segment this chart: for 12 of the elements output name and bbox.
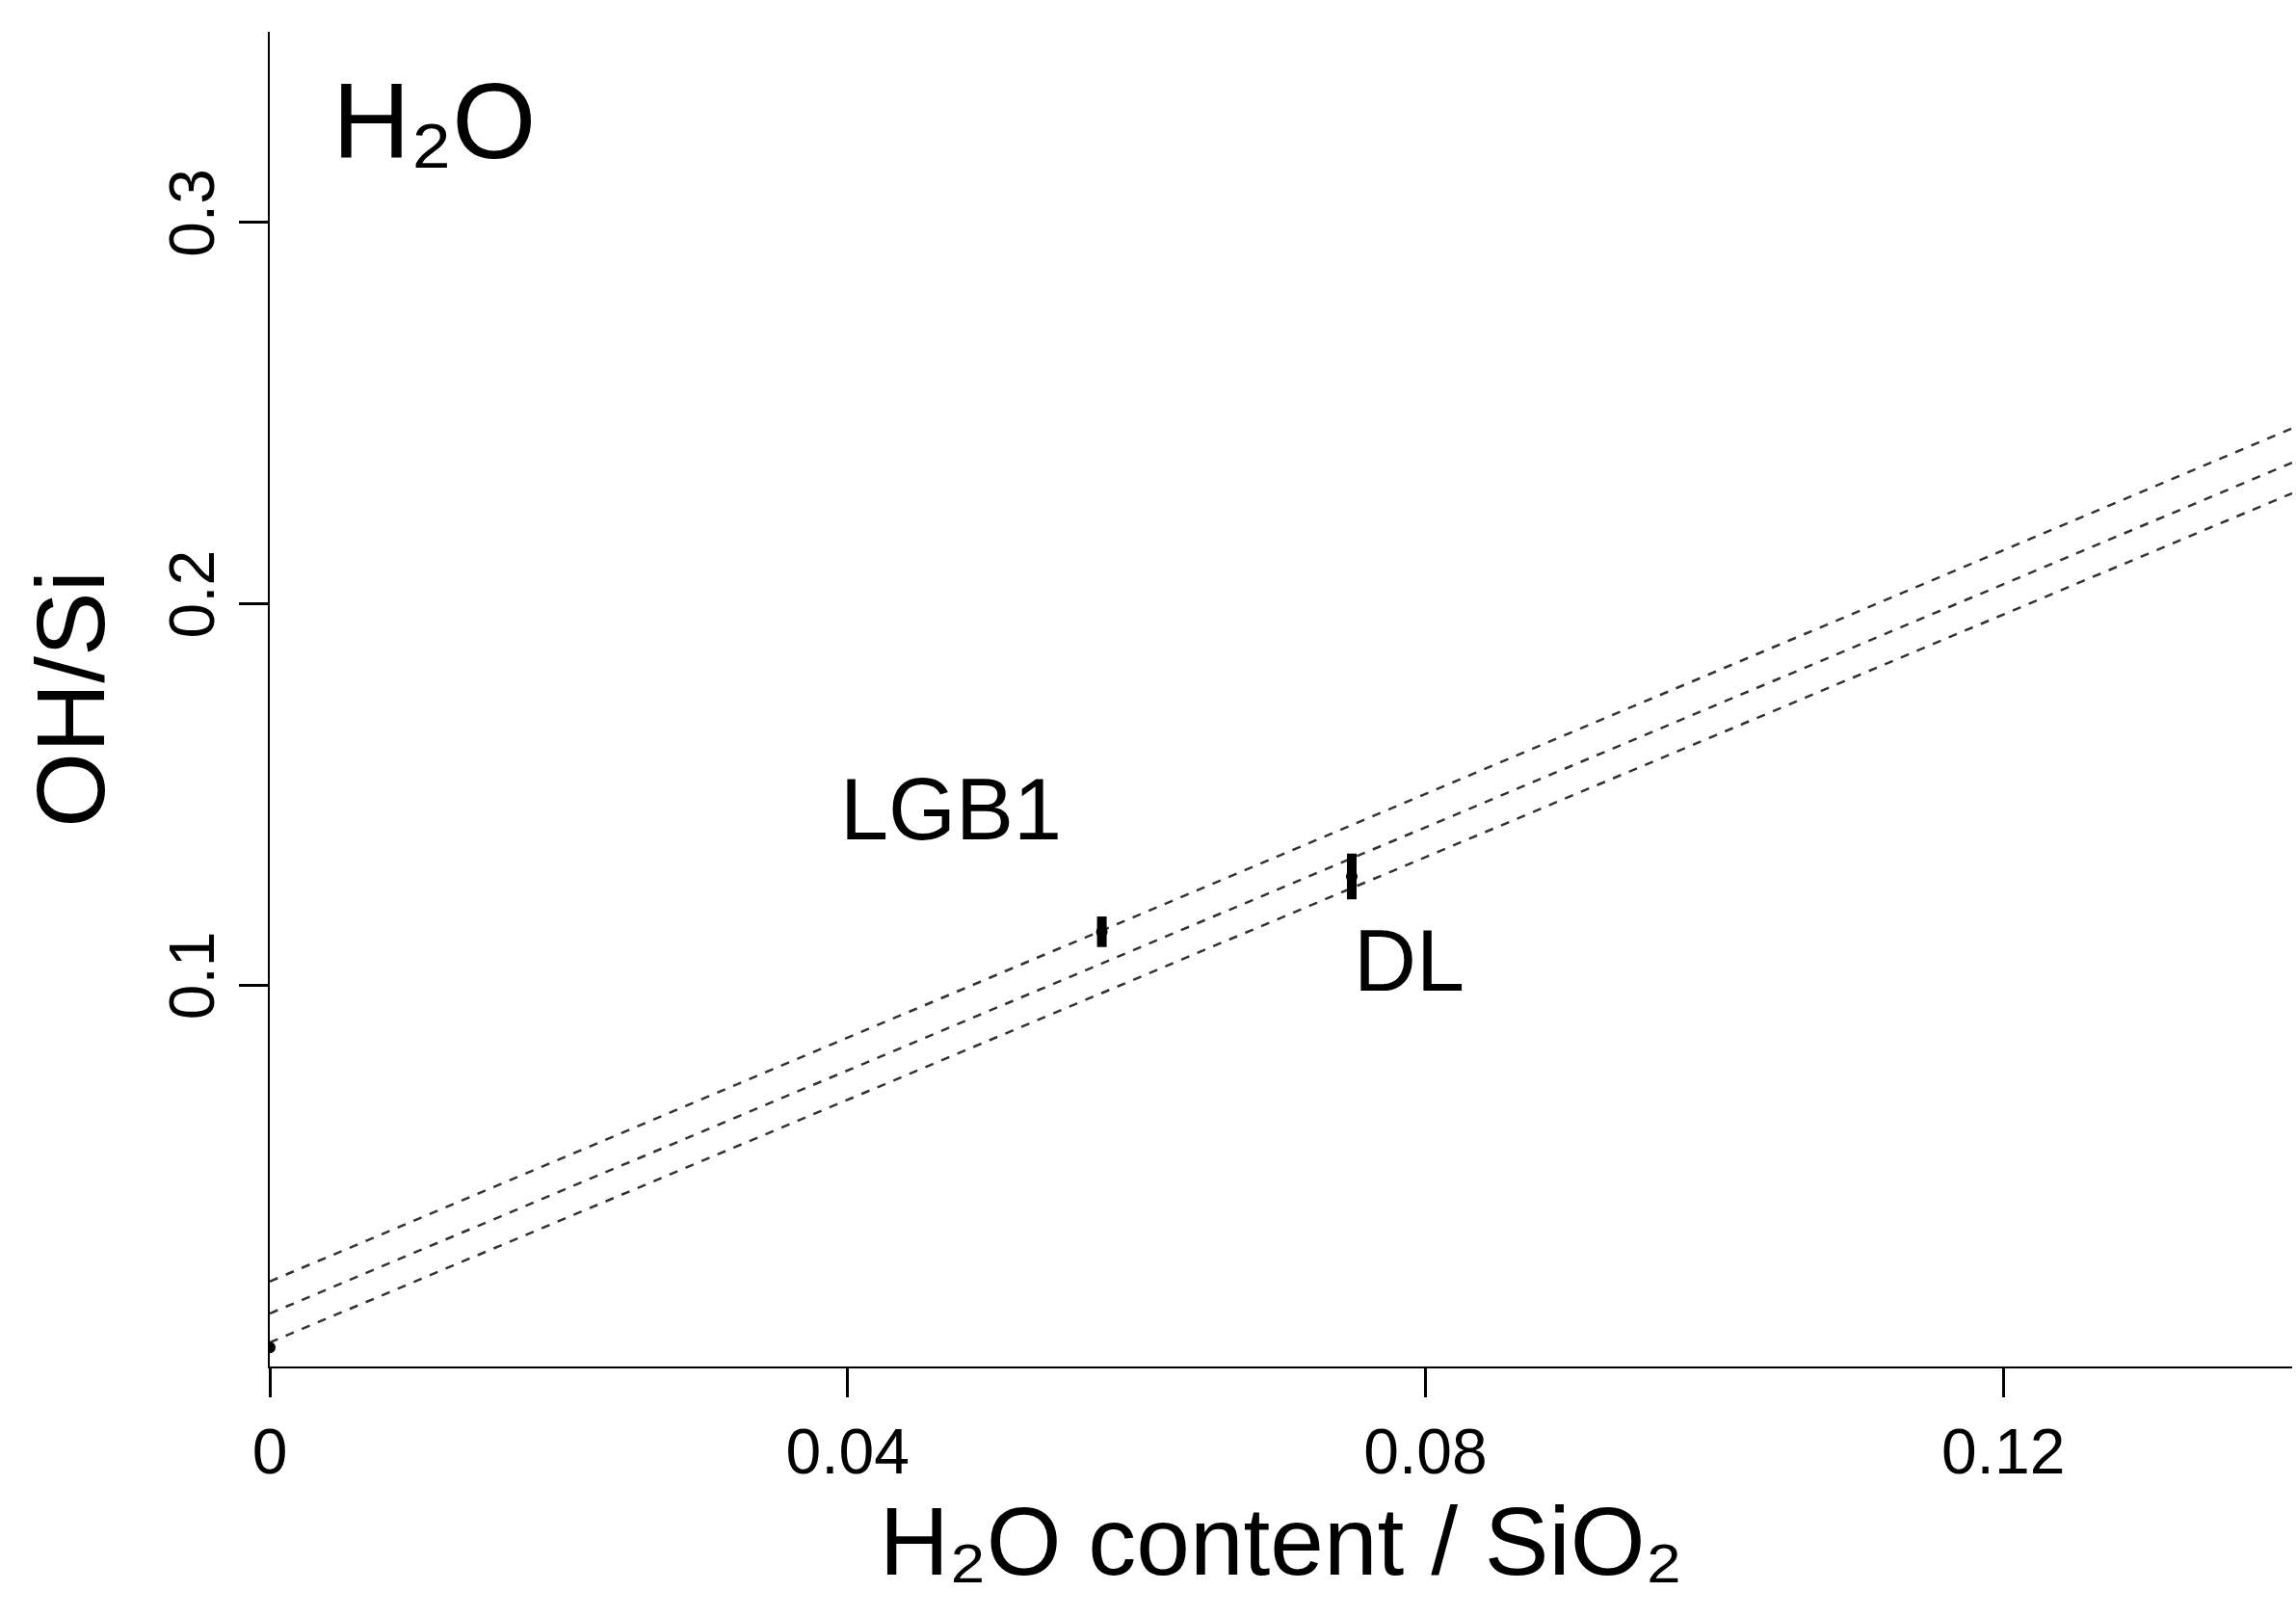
annotation: LGB1 bbox=[840, 761, 1063, 858]
x-tick-label: 0.12 bbox=[1940, 1416, 2066, 1488]
annotation: DL bbox=[1354, 913, 1465, 1009]
x-tick-label: 0.04 bbox=[785, 1416, 910, 1488]
x-tick-label: 0 bbox=[251, 1416, 288, 1488]
x-axis-title: H₂O content / SiO₂ bbox=[879, 1487, 1683, 1596]
y-axis-title: OH/Si bbox=[15, 570, 124, 828]
annotation: H₂O bbox=[332, 61, 537, 181]
x-tick-label: 0.08 bbox=[1363, 1416, 1488, 1488]
y-tick-label: 0.2 bbox=[155, 549, 227, 639]
y-tick-label: 0.3 bbox=[155, 169, 227, 257]
y-tick-label: 0.1 bbox=[155, 931, 227, 1021]
